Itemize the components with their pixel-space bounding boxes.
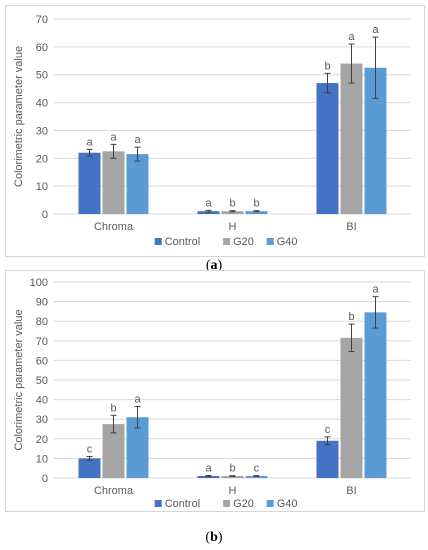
y-tick-label: 0 (42, 473, 48, 485)
y-tick-label: 10 (36, 181, 48, 193)
significance-letter: c (87, 443, 93, 455)
significance-letter: c (325, 424, 331, 436)
bar-g20-bi (340, 337, 363, 478)
significance-letter: b (324, 60, 330, 72)
bar-g40-h (245, 211, 268, 214)
bar-control-chroma (78, 458, 101, 478)
legend-swatch (223, 238, 231, 245)
bar-control-h (197, 211, 220, 214)
significance-letter: a (110, 131, 117, 143)
significance-letter: b (348, 311, 354, 323)
significance-letter: b (229, 463, 235, 475)
y-tick-label: 50 (36, 375, 48, 387)
bar-control-chroma (78, 152, 101, 214)
legend-label: G40 (277, 498, 298, 510)
caption-a: (a) (205, 258, 223, 273)
y-axis-label: Colorimetric parameter value (13, 309, 25, 450)
legend-label: Control (165, 236, 200, 248)
bar-g20-bi (340, 63, 363, 215)
significance-letter: a (134, 134, 141, 146)
bar-g40-bi (364, 312, 387, 478)
y-tick-label: 40 (36, 395, 48, 407)
caption-a-letter: a (210, 258, 218, 273)
legend-label: Control (165, 498, 200, 510)
significance-letter: a (372, 284, 379, 296)
y-tick-label: 0 (42, 209, 48, 221)
bar-control-bi (316, 83, 339, 214)
y-axis-label: Colorimetric parameter value (13, 46, 25, 187)
bar-g40-chroma (126, 154, 149, 214)
bar-chart-b: 0 10 20 30 40 50 60 70 80 90 100 Colorimetric param… (13, 277, 411, 510)
bar-g40-h (245, 476, 268, 478)
bar-g20-chroma (102, 424, 125, 478)
bar-g20-h (221, 211, 244, 214)
legend-swatch (266, 500, 274, 507)
y-tick-label: 30 (36, 125, 48, 137)
legend-label: G20 (233, 498, 254, 510)
y-tick-label: 100 (30, 277, 48, 289)
y-tick-label: 60 (36, 42, 48, 54)
x-tick-label: Chroma (94, 221, 134, 233)
y-tick-label: 60 (36, 355, 48, 367)
y-tick-label: 70 (36, 336, 48, 348)
significance-letter: a (86, 136, 93, 148)
y-tick-label: 20 (36, 434, 48, 446)
legend-swatch (154, 500, 162, 507)
chart-panel-b: 0 10 20 30 40 50 60 70 80 90 100 Colorimetric param… (5, 270, 425, 512)
bar-g40-bi (364, 67, 387, 214)
y-tick-label: 90 (36, 297, 48, 309)
bar-control-bi (316, 440, 339, 478)
caption-b: (b) (205, 530, 223, 545)
y-tick-label: 50 (36, 70, 48, 82)
y-tick-label: 70 (36, 14, 48, 26)
significance-letter: a (372, 24, 379, 36)
significance-letter: a (205, 462, 212, 474)
bar-g40-chroma (126, 417, 149, 478)
x-tick-label: Chroma (94, 485, 134, 497)
significance-letter: a (134, 393, 141, 405)
y-tick-label: 80 (36, 316, 48, 328)
significance-letter: c (254, 463, 260, 475)
y-tick-label: 10 (36, 453, 48, 465)
bar-g20-h (221, 476, 244, 478)
legend-swatch (154, 238, 162, 245)
y-tick-label: 40 (36, 98, 48, 110)
x-tick-label: H (229, 221, 237, 233)
significance-letter: b (110, 402, 116, 414)
bar-g20-chroma (102, 151, 125, 214)
chart-panel-a: 0 10 20 30 40 50 60 70 Colorimetric parameter va… (5, 5, 425, 257)
legend-swatch (266, 238, 274, 245)
legend-swatch (223, 500, 231, 507)
significance-letter: a (348, 31, 355, 43)
significance-letter: b (253, 198, 259, 210)
x-tick-label: H (229, 485, 237, 497)
y-tick-label: 20 (36, 153, 48, 165)
y-tick-label: 30 (36, 414, 48, 426)
bar-chart-a: 0 10 20 30 40 50 60 70 Colorimetric parameter va… (13, 14, 411, 248)
caption-b-letter: b (210, 530, 218, 545)
significance-letter: a (205, 197, 212, 209)
legend-label: G40 (277, 236, 298, 248)
legend-label: G20 (233, 236, 254, 248)
significance-letter: b (229, 198, 235, 210)
x-tick-label: BI (346, 485, 356, 497)
x-tick-label: BI (346, 221, 356, 233)
